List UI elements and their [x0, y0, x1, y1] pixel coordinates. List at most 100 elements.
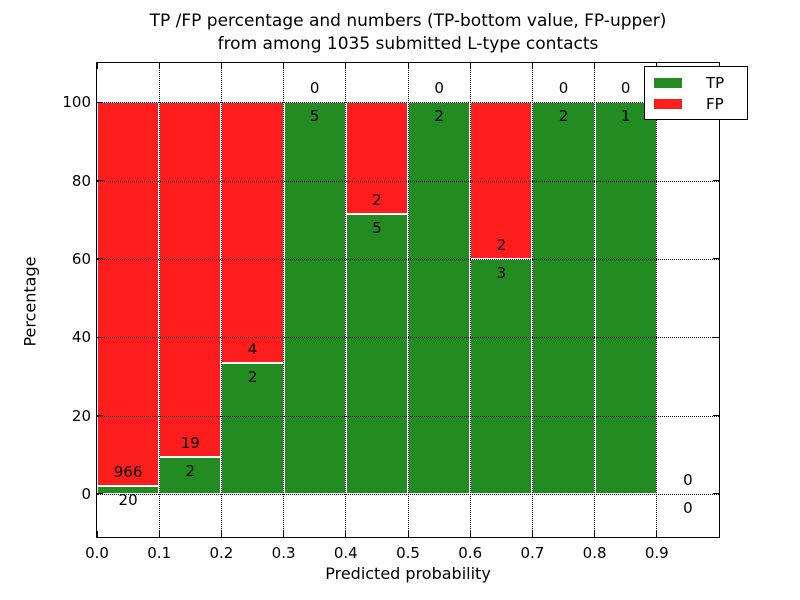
x-tick-label: 0.3 — [271, 544, 296, 562]
fp-count-label: 0 — [309, 79, 320, 98]
tick-mark-top — [345, 63, 347, 69]
tick-mark-bottom — [469, 531, 471, 537]
tick-mark-right — [713, 180, 719, 182]
tick-mark-bottom — [158, 531, 160, 537]
tick-mark-top — [407, 63, 409, 69]
y-tick-label: 40 — [71, 328, 91, 347]
gridline-vertical — [283, 63, 285, 537]
bar-segment-tp — [532, 102, 595, 494]
gridline-vertical — [594, 63, 596, 537]
tick-mark-right — [713, 336, 719, 338]
tick-mark-bottom — [531, 531, 533, 537]
axes-frame — [96, 62, 720, 538]
gridline-vertical — [345, 63, 347, 537]
x-tick-label: 0.7 — [520, 544, 545, 562]
bar-segment-tp — [159, 456, 222, 494]
tick-mark-top — [220, 63, 222, 69]
tick-mark-left — [97, 415, 103, 417]
bar-segment-fp — [159, 102, 222, 457]
fp-count-label: 19 — [180, 433, 200, 452]
bar-segment-tp — [594, 102, 657, 494]
bar-segment-tp — [408, 102, 471, 494]
tick-mark-top — [469, 63, 471, 69]
y-axis-label: Percentage — [20, 256, 40, 347]
tick-mark-left — [97, 101, 103, 103]
tick-mark-right — [713, 258, 719, 260]
bar-segment-fp — [97, 102, 160, 486]
fp-count-label: 2 — [496, 235, 507, 254]
gridline-vertical — [531, 63, 533, 537]
tp-count-label: 5 — [309, 107, 320, 126]
bar-segment-tp — [470, 258, 533, 494]
legend-row: TP — [654, 72, 738, 93]
bar-segment-tp — [221, 363, 284, 494]
fp-count-label: 0 — [683, 470, 693, 489]
tick-mark-top — [531, 63, 533, 69]
gridline-vertical — [469, 63, 471, 537]
fp-legend-swatch — [654, 98, 682, 109]
tick-mark-bottom — [594, 531, 596, 537]
x-tick-label: 0.4 — [333, 544, 358, 562]
y-tick-label: 100 — [62, 93, 91, 112]
chart-title-line2: from among 1035 submitted L-type contact… — [217, 34, 599, 54]
tp-count-label: 2 — [434, 107, 444, 126]
tp-count-label: 2 — [185, 461, 196, 480]
y-tick-label: 0 — [81, 484, 91, 503]
fp-count-label: 4 — [247, 340, 258, 359]
tp-count-label: 2 — [558, 107, 569, 126]
tick-mark-bottom — [96, 531, 98, 537]
chart-title: TP /FP percentage and numbers (TP-bottom… — [8, 10, 800, 56]
x-tick-label: 0.1 — [147, 544, 172, 562]
tp-count-label: 1 — [620, 107, 631, 126]
tick-mark-bottom — [345, 531, 347, 537]
tick-mark-left — [97, 493, 103, 495]
bar-segment-fp — [345, 102, 408, 215]
tp-count-label: 2 — [247, 368, 258, 387]
x-tick-label: 0.0 — [85, 544, 109, 562]
y-tick-label: 20 — [71, 406, 91, 425]
tick-mark-left — [97, 180, 103, 182]
tick-mark-left — [97, 336, 103, 338]
fp-count-label: 0 — [620, 79, 631, 98]
gridline-vertical — [220, 63, 222, 537]
x-tick-label: 0.8 — [582, 544, 607, 562]
gridline-vertical — [158, 63, 160, 537]
bar-segment-fp — [221, 102, 284, 364]
tp-count-label: 5 — [372, 219, 382, 238]
tick-mark-bottom — [220, 531, 222, 537]
bar-segment-tp — [283, 102, 346, 494]
x-tick-label: 0.6 — [458, 544, 483, 562]
tick-mark-top — [158, 63, 160, 69]
x-axis-label: Predicted probability — [325, 564, 491, 583]
tick-mark-right — [713, 493, 719, 495]
fp-count-label: 0 — [558, 79, 569, 98]
tick-mark-bottom — [283, 531, 285, 537]
legend: TP FP — [644, 66, 748, 120]
bar-segment-tp — [97, 485, 160, 494]
x-tick-label: 0.9 — [644, 544, 669, 562]
fp-count-label: 0 — [434, 79, 444, 98]
tick-mark-top — [283, 63, 285, 69]
gridline-vertical — [407, 63, 409, 537]
plot-area: 966 20 19 2 4 2 0 5 2 5 0 2 2 3 0 2 0 1 0 0 — [96, 63, 719, 537]
fp-count-label: 966 — [113, 462, 143, 481]
chart-title-line1: TP /FP percentage and numbers (TP-bottom… — [149, 11, 667, 31]
legend-label: FP — [706, 94, 724, 113]
legend-label: TP — [706, 73, 725, 92]
x-tick-label: 0.5 — [396, 544, 420, 562]
tp-count-label: 20 — [118, 490, 138, 509]
y-tick-label: 80 — [71, 171, 91, 190]
fp-count-label: 2 — [372, 191, 382, 210]
tp-count-label: 3 — [496, 263, 507, 282]
tick-mark-bottom — [407, 531, 409, 537]
tick-mark-top — [594, 63, 596, 69]
tp-legend-swatch — [654, 77, 682, 88]
legend-row: FP — [654, 93, 738, 114]
tick-mark-top — [96, 63, 98, 69]
gridline-vertical — [656, 63, 658, 537]
x-tick-label: 0.2 — [209, 544, 234, 562]
tick-mark-bottom — [656, 531, 658, 537]
y-tick-label: 60 — [71, 249, 91, 268]
bar-segment-tp — [345, 214, 408, 494]
